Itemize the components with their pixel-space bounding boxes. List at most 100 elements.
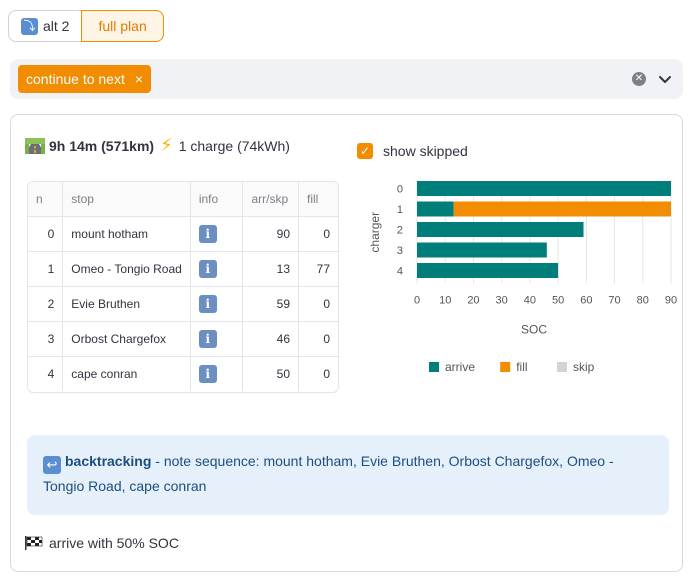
cell-fill: 77: [298, 251, 338, 287]
bar-arrive: [417, 263, 559, 278]
selected-tag: continue to next ×: [18, 65, 152, 93]
alt-2-label: alt 2: [43, 18, 70, 34]
full-plan-button[interactable]: full plan: [81, 10, 164, 42]
info-icon[interactable]: i: [198, 329, 217, 348]
table-row: 2 Evie Bruthen i 59 0: [28, 286, 338, 322]
chevron-down-icon[interactable]: [655, 69, 675, 89]
y-tick-label: 2: [397, 225, 403, 237]
cell-stop: cape conran: [62, 356, 191, 391]
cell-n: 3: [28, 321, 64, 357]
cell-fill: 0: [298, 321, 338, 357]
cell-info: i: [190, 251, 244, 287]
legend-label-skip: skip: [573, 360, 595, 374]
bar-arrive: [417, 222, 584, 237]
bar-arrive: [417, 181, 671, 196]
soc-chart: 0 10 20 30 40 50 60 70 80 90 0 1 2 3 4 SOC charger arrive…: [368, 181, 677, 374]
cell-stop: Evie Bruthen: [62, 286, 191, 322]
cell-fill: 0: [323, 366, 330, 381]
table-row: 0 mount hotham i 90 0: [28, 216, 338, 252]
callout-title: backtracking: [65, 453, 152, 469]
x-axis-label: SOC: [521, 323, 547, 337]
cell-arr-skp: 59: [242, 286, 300, 322]
table-header: n stop info arr/skp fill: [28, 182, 338, 217]
show-skipped-toggle[interactable]: ✓ show skipped: [357, 143, 468, 159]
cell-n: 0: [28, 216, 64, 252]
arrival-note: arrive with 50% SOC: [25, 535, 179, 551]
x-tick-label: 10: [439, 295, 451, 307]
legend-swatch-arrive: [429, 362, 439, 372]
plan-panel: 9h 14m (571km) ⚡ 1 charge (74kWh) ✓ show…: [10, 114, 683, 572]
show-skipped-label: show skipped: [383, 143, 468, 159]
legend-label-fill: fill: [516, 360, 527, 374]
x-tick-label: 40: [524, 295, 536, 307]
column-header-stop[interactable]: stop: [62, 182, 191, 217]
alt-2-button[interactable]: ⤵ alt 2: [8, 10, 83, 42]
trip-duration: 9h 14m (571km): [49, 137, 155, 154]
cell-stop: Omeo - Tongio Road: [62, 251, 191, 287]
lightning-icon: ⚡: [160, 135, 173, 155]
cell-fill: 0: [298, 216, 338, 252]
cell-stop: mount hotham: [62, 216, 191, 252]
return-arrow-icon: ⤵: [21, 17, 38, 35]
callout-text: - note sequence: mount hotham, Evie Brut…: [43, 453, 614, 494]
cell-info: i: [190, 286, 244, 322]
remove-tag-icon[interactable]: ×: [134, 71, 144, 87]
cell-arr-skp: 13: [242, 251, 300, 287]
table-row: 4 cape conran i 50 0: [28, 356, 338, 391]
y-tick-label: 0: [397, 184, 403, 196]
bar-fill: [453, 201, 671, 217]
table-row: 3 Orbost Chargefox i 46 0: [28, 321, 338, 357]
cell-info: i: [190, 321, 244, 357]
stop-multiselect[interactable]: continue to next × ✕: [10, 59, 683, 99]
bar-arrive: [417, 201, 454, 217]
info-icon[interactable]: i: [198, 364, 217, 383]
column-header-fill[interactable]: fill: [298, 182, 338, 217]
backtracking-callout: ↩ backtracking - note sequence: mount hot…: [27, 435, 669, 515]
cell-arr-skp: 46: [242, 321, 300, 357]
bar-arrive: [417, 242, 547, 258]
info-icon[interactable]: i: [198, 259, 217, 278]
legend-label-arrive: arrive: [445, 360, 475, 374]
cell-info: i: [190, 216, 244, 252]
show-skipped-checkbox[interactable]: ✓: [357, 143, 373, 159]
x-tick-label: 20: [467, 295, 479, 307]
x-tick-label: 50: [552, 295, 564, 307]
stops-table: n stop info arr/skp fill 0 mount hotham …: [27, 181, 339, 393]
cell-arr-skp: 50: [242, 356, 300, 391]
column-header-info[interactable]: info: [190, 182, 244, 217]
charge-summary: 1 charge (74kWh): [178, 137, 290, 154]
y-tick-label: 3: [397, 245, 403, 257]
selected-tag-label: continue to next: [26, 71, 125, 87]
info-icon[interactable]: i: [198, 294, 217, 313]
y-tick-label: 4: [397, 266, 403, 278]
cell-stop: Orbost Chargefox: [62, 321, 191, 357]
column-header-arr-skp[interactable]: arr/skp: [242, 182, 300, 217]
cell-n: 4: [28, 356, 64, 391]
y-axis-label: charger: [368, 212, 382, 253]
legend-swatch-fill: [500, 362, 511, 372]
column-header-n[interactable]: n: [28, 182, 64, 217]
x-tick-label: 60: [580, 295, 592, 307]
full-plan-label: full plan: [98, 18, 147, 34]
x-tick-label: 90: [665, 295, 677, 307]
x-tick-label: 70: [608, 295, 620, 307]
cell-fill: 0: [298, 286, 338, 322]
clear-all-icon[interactable]: ✕: [632, 72, 646, 86]
legend-swatch-skip: [557, 362, 567, 372]
info-icon[interactable]: i: [198, 224, 217, 243]
backtrack-icon: ↩: [43, 456, 61, 474]
x-tick-label: 30: [496, 295, 508, 307]
table-row: 1 Omeo - Tongio Road i 13 77: [28, 251, 338, 287]
cell-arr-skp: 90: [242, 216, 300, 252]
y-tick-label: 1: [397, 204, 403, 216]
trip-summary: 9h 14m (571km) ⚡ 1 charge (74kWh): [25, 135, 290, 156]
cell-n: 1: [28, 251, 64, 287]
x-tick-label: 0: [414, 295, 420, 307]
cell-info: i: [190, 356, 244, 391]
checkered-flag-icon: [25, 536, 43, 550]
arrival-text: arrive with 50% SOC: [49, 535, 179, 551]
view-toggle: ⤵ alt 2 full plan: [8, 10, 164, 42]
cell-n: 2: [28, 286, 64, 322]
x-tick-label: 80: [637, 295, 649, 307]
road-icon: [25, 137, 45, 154]
